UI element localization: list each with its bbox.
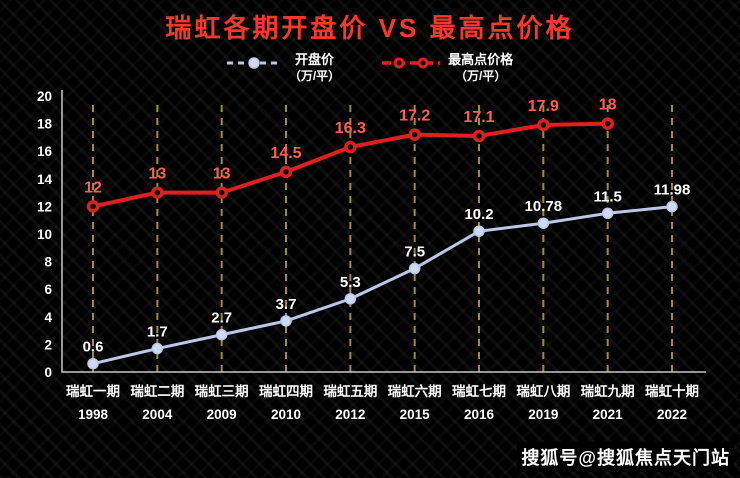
data-label: 7.5 [404,244,425,261]
data-point [86,200,100,213]
y-tick-label: 0 [44,365,52,380]
x-tick-label: 瑞虹三期 [195,383,249,399]
data-label: 18 [599,97,617,114]
y-tick-label: 6 [44,282,52,297]
y-tick-label: 8 [44,255,52,270]
y-tick-label: 16 [37,144,53,159]
legend-item-peak-price: 最高点价格 （万/平） [382,52,513,84]
legend-label-opening: 开盘价 [294,52,334,67]
x-tick-year-label: 2009 [207,407,237,422]
legend-label-peak: 最高点价格 [448,52,514,67]
data-point [537,217,550,229]
legend-unit-opening: （万/平） [288,68,341,83]
data-point [344,293,357,305]
data-label: 12 [84,179,102,196]
x-tick-year-label: 2004 [142,407,173,422]
x-tick-year-label: 2016 [464,407,495,422]
data-label: 1.7 [147,324,168,341]
x-tick-year-label: 2012 [335,407,365,422]
y-tick-label: 14 [37,172,53,187]
data-point [215,328,228,341]
data-label: 10.2 [464,206,493,223]
data-point [279,165,293,179]
data-label: 16.3 [335,120,366,137]
x-tick-label: 瑞虹二期 [130,383,184,399]
data-point [537,118,550,132]
data-point [151,186,164,199]
legend-unit-peak: （万/平） [454,68,507,83]
x-tick-year-label: 2022 [657,407,687,422]
axis-line [61,90,706,373]
data-label: 13 [213,166,231,183]
data-point [408,262,421,275]
data-point [344,140,357,154]
x-tick-label: 瑞虹六期 [388,383,442,399]
data-label: 17.9 [528,98,559,115]
data-point [666,200,678,213]
x-tick-label: 瑞虹四期 [259,383,313,399]
data-point [408,128,421,141]
watermark: 搜狐号@搜狐焦点天门站 [517,442,734,472]
x-tick-label: 瑞虹八期 [516,383,570,399]
series-line [91,205,674,366]
x-tick-year-label: 2010 [271,407,301,422]
x-tick-label: 瑞虹九期 [581,383,635,399]
y-tick-label: 10 [37,227,52,242]
legend-swatch-peak-line-icon [382,57,441,69]
data-label: 0.6 [83,339,104,356]
data-point [87,357,99,370]
data-label: 3.7 [276,296,297,313]
data-label: 10.78 [525,198,563,215]
data-label: 17.2 [399,108,430,125]
x-tick-label: 瑞虹十期 [645,383,699,399]
data-point [473,225,485,237]
legend-text-opening: 开盘价 （万/平） [289,52,340,84]
y-tick-label: 18 [37,117,53,132]
data-label: 2.7 [211,310,232,327]
legend-item-opening-price: 开盘价 （万/平） [226,52,340,84]
chart-legend: 开盘价 （万/平） 最高点价格 （万/平） [0,52,740,84]
x-tick-label: 瑞虹一期 [66,383,120,399]
y-tick-label: 12 [37,199,52,214]
y-tick-label: 20 [37,89,52,104]
x-tick-year-label: 2019 [528,407,558,422]
data-label: 11.98 [654,182,691,199]
data-label: 5.3 [340,274,361,291]
data-point [601,207,614,220]
data-label: 13 [148,166,166,183]
x-tick-year-label: 2021 [593,407,624,422]
data-point [280,315,292,327]
data-label: 14.5 [270,145,301,162]
x-tick-year-label: 2015 [400,407,431,422]
data-point [151,342,164,355]
x-tick-year-label: 1998 [78,407,109,422]
data-point [601,117,614,130]
legend-swatch-opening-line-icon [226,57,281,69]
data-label: 11.5 [593,188,621,205]
y-tick-label: 4 [44,310,52,325]
data-point [472,129,486,143]
x-tick-label: 瑞虹五期 [323,383,377,399]
y-tick-label: 2 [44,337,52,352]
chart-title: 瑞虹各期开盘价 VS 最高点价格 [165,13,575,43]
data-label: 17.1 [463,109,494,126]
x-tick-label: 瑞虹七期 [452,383,506,399]
legend-text-peak: 最高点价格 （万/平） [448,52,513,84]
data-point [215,186,228,199]
